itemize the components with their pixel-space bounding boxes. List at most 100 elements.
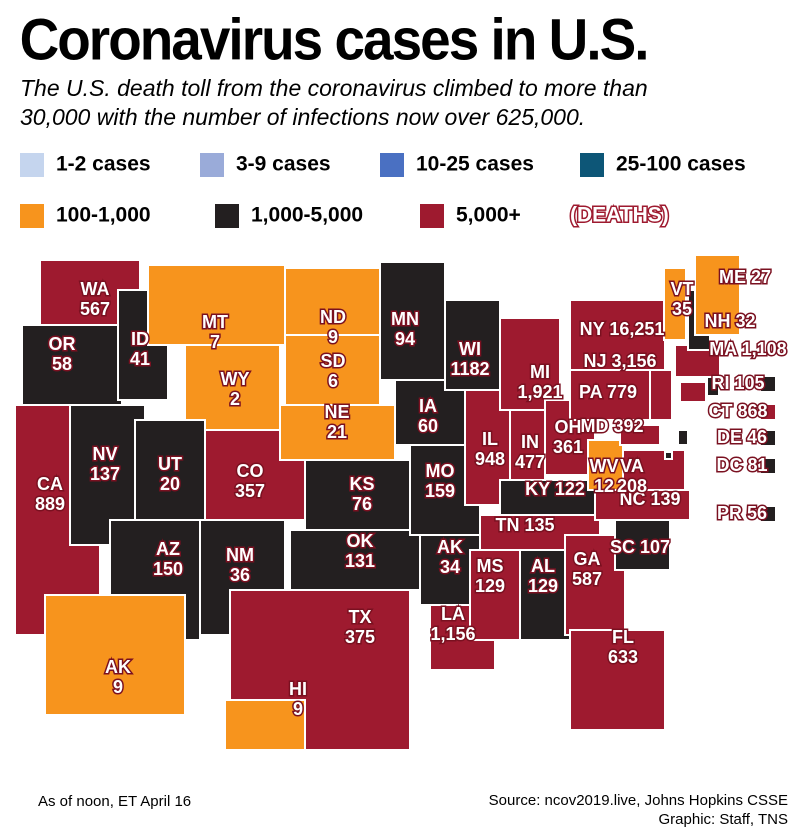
state-deaths: 34 (440, 557, 460, 577)
state-label: RI 105 (711, 373, 764, 393)
state-abbr: AK (437, 537, 463, 557)
state-abbr: DC (716, 455, 742, 475)
state-deaths: 105 (734, 373, 764, 393)
legend-swatch (20, 204, 44, 228)
legend-label: 1-2 cases (56, 153, 151, 176)
state-abbr: MS (477, 556, 504, 576)
state-abbr: IL (482, 429, 498, 449)
state-abbr: ME (719, 267, 746, 287)
state-deaths: 46 (747, 427, 767, 447)
state-label: DE 46 (717, 427, 767, 447)
state-shape (21, 324, 123, 406)
state-abbr: SD (320, 351, 345, 371)
state-shape (279, 404, 396, 461)
state-label: CT 868 (708, 401, 767, 421)
state-abbr: FL (612, 627, 634, 647)
state-deaths: 129 (475, 576, 505, 596)
state-abbr: NV (92, 444, 117, 464)
legend-label: 3-9 cases (236, 153, 331, 176)
state-abbr: PA (579, 382, 603, 402)
state-deaths: 633 (608, 647, 638, 667)
state-deaths: 1,156 (430, 624, 475, 644)
state-label: KY 122 (525, 479, 585, 499)
state-abbr: OR (49, 334, 76, 354)
state-label: DC 81 (716, 455, 767, 475)
state-deaths: 41 (130, 349, 150, 369)
legend-label: 100-1,000 (56, 204, 151, 227)
state-deaths: 56 (747, 503, 767, 523)
state-shape (284, 267, 381, 336)
state-deaths: 477 (515, 452, 545, 472)
legend-swatch (580, 153, 604, 177)
state-abbr: OK (347, 531, 374, 551)
state-deaths: 361 (553, 437, 583, 457)
state-shape (649, 369, 673, 421)
state-deaths: 159 (425, 481, 455, 501)
state-label: NJ 3,156 (583, 351, 656, 371)
state-deaths: 868 (737, 401, 767, 421)
state-deaths: 9 (113, 677, 123, 697)
state-swatch (761, 507, 775, 521)
state-shape (677, 429, 689, 446)
state-abbr: AK (105, 657, 131, 677)
state-abbr: AL (531, 556, 555, 576)
state-deaths: 81 (747, 455, 767, 475)
legend-label: 25-100 cases (616, 153, 746, 176)
state-label: NC 139 (619, 489, 680, 509)
state-swatch (761, 431, 775, 445)
state-abbr: RI (711, 373, 729, 393)
state-abbr: CT (708, 401, 732, 421)
state-abbr: CO (237, 461, 264, 481)
credit: Graphic: Staff, TNS (659, 811, 789, 828)
state-abbr: GA (574, 549, 601, 569)
state-abbr: SC (610, 537, 635, 557)
state-shape (619, 424, 661, 446)
state-abbr: VA (620, 456, 644, 476)
state-abbr: IN (521, 432, 539, 452)
state-shape (569, 629, 666, 731)
state-abbr: WA (81, 279, 110, 299)
state-abbr: WI (459, 339, 481, 359)
state-abbr: PR (717, 503, 742, 523)
state-deaths: 357 (235, 481, 265, 501)
state-deaths: 375 (345, 627, 375, 647)
state-shape (519, 549, 571, 641)
state-deaths: 35 (672, 299, 692, 319)
state-shape (664, 451, 673, 460)
state-abbr: UT (158, 454, 182, 474)
legend-label: 10-25 cases (416, 153, 534, 176)
state-deaths: 20 (160, 474, 180, 494)
state-label: NH 32 (704, 311, 755, 331)
state-shape (289, 529, 431, 591)
state-abbr: CA (37, 474, 63, 494)
state-deaths: 587 (572, 569, 602, 589)
state-deaths: 76 (352, 494, 372, 514)
state-deaths: 36 (230, 565, 250, 585)
state-abbr: NC (619, 489, 645, 509)
state-deaths: 779 (607, 382, 637, 402)
state-shape (444, 299, 501, 391)
state-deaths: 9 (293, 699, 303, 719)
state-deaths: 948 (475, 449, 505, 469)
state-abbr: KS (349, 474, 374, 494)
source: Source: ncov2019.live, Johns Hopkins CSS… (489, 792, 788, 809)
state-shape (594, 489, 691, 521)
legend-label: 5,000+ (456, 204, 521, 227)
legend-swatch (215, 204, 239, 228)
state-abbr: MA (709, 339, 737, 359)
subtitle: The U.S. death toll from the coronavirus… (20, 75, 648, 101)
state-shape (569, 299, 666, 371)
state-deaths: 139 (650, 489, 680, 509)
state-deaths: 135 (524, 515, 554, 535)
state-shape (379, 261, 446, 381)
state-shape (44, 594, 186, 716)
state-abbr: MO (426, 461, 455, 481)
state-deaths: 16,251 (609, 319, 664, 339)
state-shape (679, 381, 707, 403)
state-deaths: 1,108 (742, 339, 787, 359)
state-abbr: NJ (583, 351, 606, 371)
state-abbr: AZ (156, 539, 180, 559)
state-shape (134, 419, 206, 521)
state-deaths: 889 (35, 494, 65, 514)
